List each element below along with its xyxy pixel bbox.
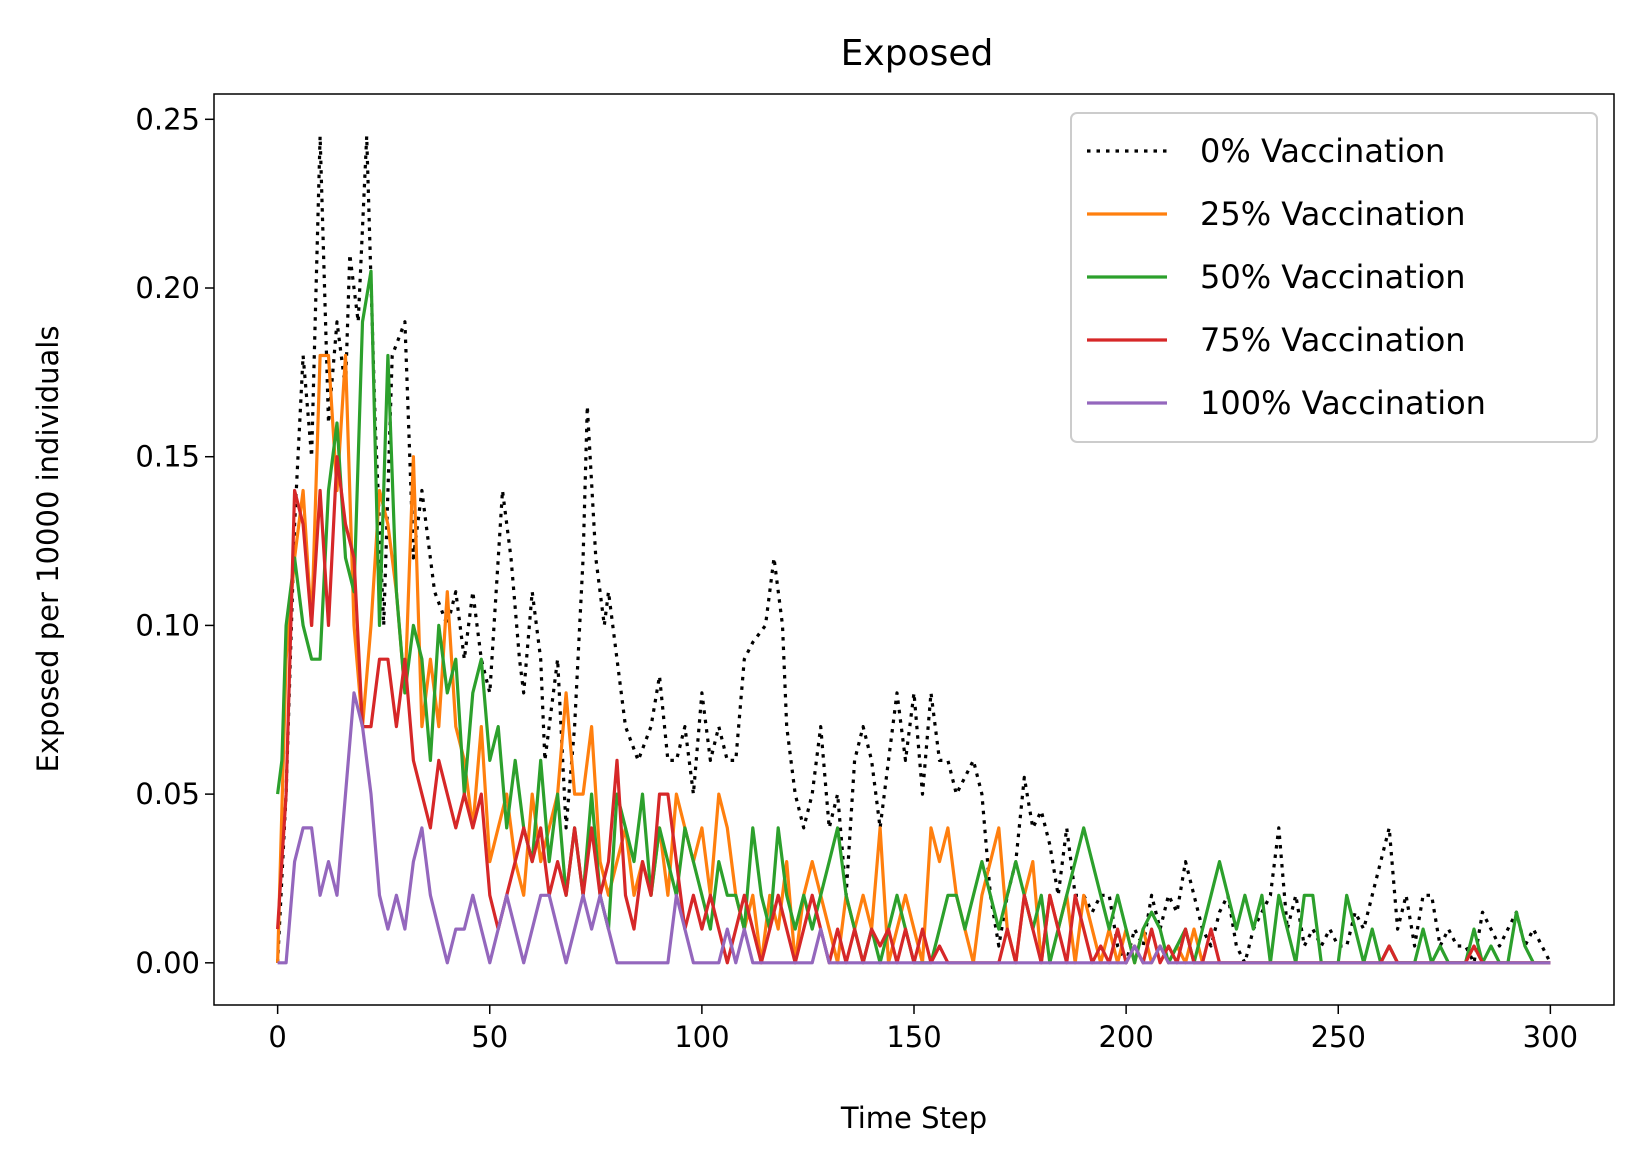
legend-label-4: 100% Vaccination [1200, 384, 1486, 422]
series-layer [276, 134, 1552, 965]
y-tick-label: 0.25 [135, 102, 200, 136]
y-tick-label: 0.00 [135, 946, 200, 980]
x-tick-label: 0 [268, 1020, 286, 1054]
legend-label-2: 50% Vaccination [1200, 258, 1466, 296]
x-tick-label: 50 [471, 1020, 508, 1054]
x-axis-label: Time Step [840, 1101, 987, 1135]
y-tick-label: 0.10 [135, 608, 200, 642]
legend-label-0: 0% Vaccination [1200, 132, 1445, 170]
x-tick-label: 150 [886, 1020, 941, 1054]
y-tick-label: 0.20 [135, 271, 200, 305]
legend: 0% Vaccination 25% Vaccination 50% Vaccina… [1070, 112, 1598, 443]
series-line-4 [277, 691, 1551, 965]
x-tick-label: 100 [674, 1020, 729, 1054]
x-tick-label: 200 [1098, 1020, 1153, 1054]
legend-box [1070, 112, 1598, 443]
chart-title: Exposed [841, 33, 994, 74]
series-line-1 [276, 353, 1551, 965]
x-axis-ticks: 0 50 100 150 200 250 300 [268, 1005, 1578, 1054]
y-axis-label: Exposed per 10000 individuals [31, 326, 65, 773]
y-tick-label: 0.05 [135, 777, 200, 811]
x-tick-label: 250 [1311, 1020, 1366, 1054]
y-axis-ticks: 0.00 0.05 0.10 0.15 0.20 0.25 [135, 102, 214, 980]
x-tick-label: 300 [1523, 1020, 1578, 1054]
y-tick-label: 0.15 [135, 440, 200, 474]
legend-label-1: 25% Vaccination [1200, 195, 1466, 233]
legend-label-3: 75% Vaccination [1200, 321, 1466, 359]
